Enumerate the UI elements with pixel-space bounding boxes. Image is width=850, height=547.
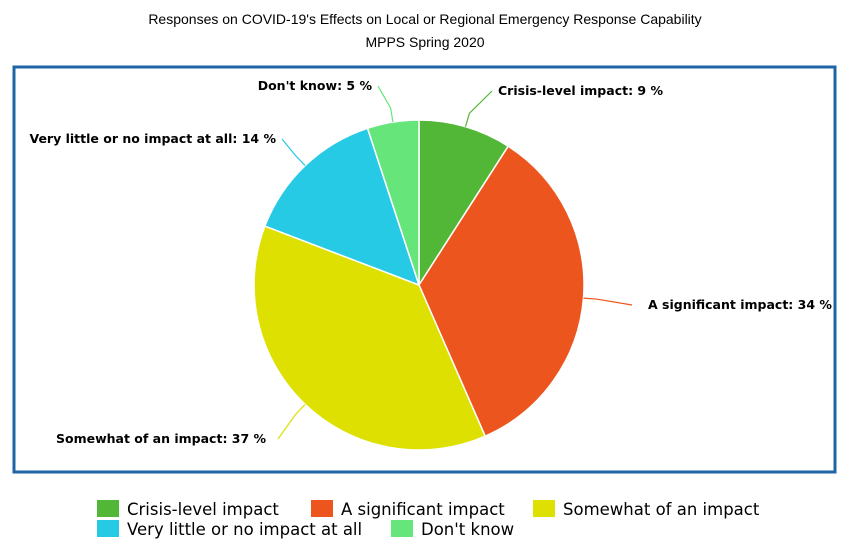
- pie-slice: [418, 119, 510, 288]
- legend-item: A significant impact: [311, 500, 505, 519]
- slice-label: Don't know: 5 %: [258, 78, 373, 93]
- pie-slice: [418, 145, 585, 438]
- legend-label: Very little or no impact at all: [127, 520, 362, 539]
- legend-label: Crisis-level impact: [127, 500, 279, 519]
- chart-title: Responses on COVID-19's Effects on Local…: [148, 11, 701, 27]
- legend-label: Don't know: [421, 520, 514, 539]
- leader-line: [583, 297, 633, 306]
- pie-slice: [366, 119, 420, 286]
- legend-item: Somewhat of an impact: [533, 500, 760, 519]
- legend-item: Don't know: [391, 520, 514, 539]
- slice-label: Very little or no impact at all: 14 %: [29, 131, 276, 146]
- pie-slice: [253, 225, 487, 451]
- leader-line: [464, 90, 493, 127]
- legend-label: A significant impact: [341, 500, 505, 519]
- slice-labels: Crisis-level impact: 9 % A significant im…: [29, 78, 832, 446]
- leader-line: [281, 138, 306, 167]
- leader-line: [277, 403, 306, 440]
- legend-swatch: [97, 500, 119, 517]
- legend-item: Very little or no impact at all: [97, 520, 362, 539]
- label-leaders: [277, 85, 633, 440]
- slice-label: Somewhat of an impact: 37 %: [56, 431, 267, 446]
- legend: Crisis-level impact A significant impact S…: [97, 500, 760, 539]
- legend-swatch: [533, 500, 555, 517]
- legend-item: Crisis-level impact: [97, 500, 279, 519]
- legend-swatch: [311, 500, 333, 517]
- legend-swatch: [97, 520, 119, 537]
- legend-label: Somewhat of an impact: [563, 500, 760, 519]
- pie-slices: [253, 119, 585, 451]
- plot-frame: [12, 65, 837, 474]
- chart-subtitle: MPPS Spring 2020: [365, 34, 484, 50]
- leader-line: [377, 85, 394, 123]
- legend-swatch: [391, 520, 413, 537]
- slice-label: Crisis-level impact: 9 %: [498, 83, 663, 98]
- slice-label: A significant impact: 34 %: [648, 297, 832, 312]
- pie-slice: [263, 127, 421, 287]
